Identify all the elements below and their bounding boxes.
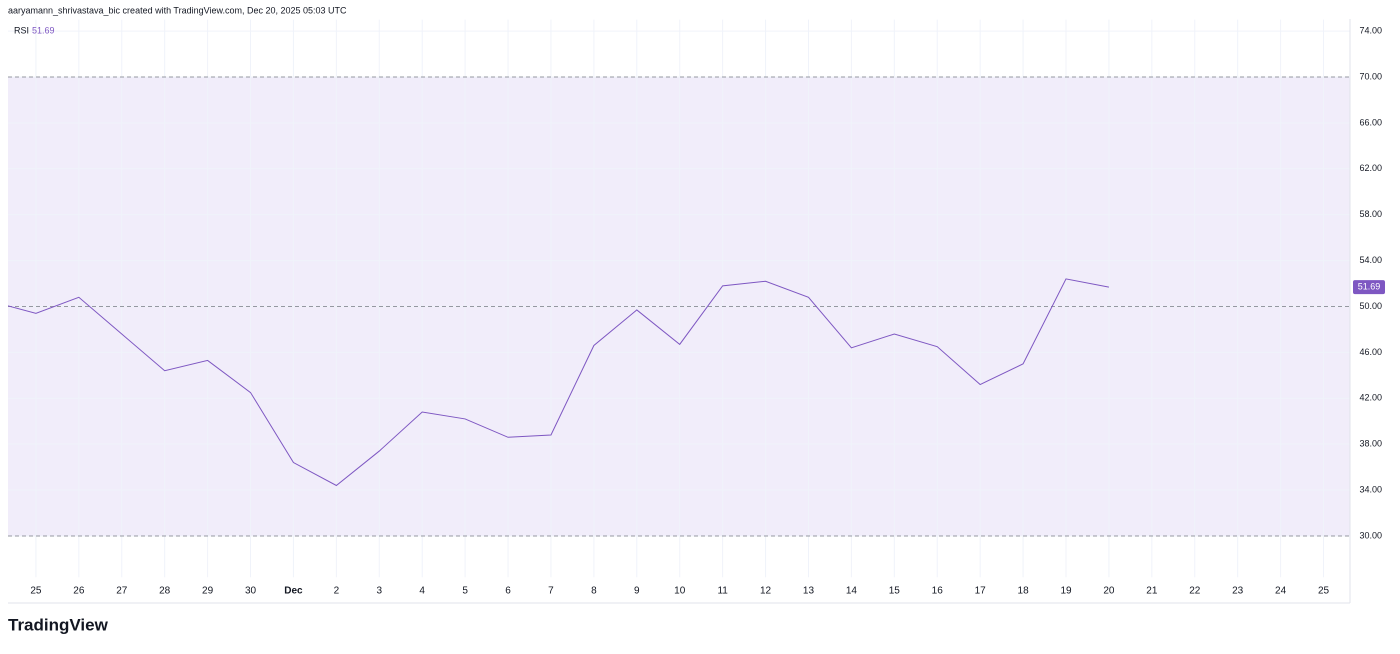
- y-tick-label: 66.00: [1359, 117, 1382, 127]
- x-tick-label: 25: [1318, 586, 1330, 597]
- x-tick-label: 7: [548, 586, 554, 597]
- x-tick-label: 28: [159, 586, 171, 597]
- attribution: aaryamann_shrivastava_bic created with T…: [8, 5, 347, 15]
- x-tick-label: 24: [1275, 586, 1287, 597]
- y-tick-label: 74.00: [1359, 25, 1382, 35]
- y-tick-label: 50.00: [1359, 301, 1382, 311]
- y-tick-label: 38.00: [1359, 439, 1382, 449]
- x-tick-label: 27: [116, 586, 128, 597]
- x-tick-label: 19: [1060, 586, 1072, 597]
- x-tick-label: 26: [73, 586, 85, 597]
- y-tick-label: 30.00: [1359, 530, 1382, 540]
- last-value-badge: [1353, 280, 1385, 295]
- x-tick-label: 4: [419, 586, 425, 597]
- x-tick-label: 14: [846, 586, 858, 597]
- x-tick-label: Dec: [284, 586, 303, 597]
- x-tick-label: 23: [1232, 586, 1244, 597]
- y-tick-label: 54.00: [1359, 255, 1382, 265]
- y-tick-label: 46.00: [1359, 347, 1382, 357]
- x-tick-label: 17: [975, 586, 987, 597]
- x-tick-label: 15: [889, 586, 901, 597]
- legend-value: 51.69: [32, 25, 55, 35]
- x-tick-label: 9: [634, 586, 640, 597]
- x-tick-label: 25: [30, 586, 42, 597]
- x-tick-label: 6: [505, 586, 511, 597]
- plot-area: [8, 19, 1350, 578]
- y-tick-label: 62.00: [1359, 163, 1382, 173]
- x-tick-label: 21: [1146, 586, 1158, 597]
- rsi-line: [8, 278, 1110, 487]
- x-tick-label: 10: [674, 586, 686, 597]
- x-tick-label: 11: [717, 586, 728, 597]
- y-tick-label: 34.00: [1359, 484, 1382, 494]
- legend-name: RSI: [14, 25, 29, 35]
- x-tick-label: 30: [245, 586, 257, 597]
- x-tick-label: 13: [803, 586, 815, 597]
- x-tick-label: 18: [1018, 586, 1030, 597]
- y-tick-label: 58.00: [1359, 209, 1382, 219]
- y-tick-label: 42.00: [1359, 393, 1382, 403]
- y-tick-label: 70.00: [1359, 71, 1382, 81]
- x-tick-label: 3: [376, 586, 382, 597]
- logo: TradingView: [8, 615, 109, 634]
- x-tick-label: 16: [932, 586, 944, 597]
- x-tick-label: 12: [760, 586, 772, 597]
- x-tick-label: 5: [462, 586, 468, 597]
- last-value-label: 51.69: [1358, 281, 1381, 291]
- x-tick-label: 8: [591, 586, 597, 597]
- x-tick-label: 29: [202, 586, 214, 597]
- x-tick-label: 22: [1189, 586, 1201, 597]
- x-tick-label: 20: [1103, 586, 1115, 597]
- x-tick-label: 2: [334, 586, 340, 597]
